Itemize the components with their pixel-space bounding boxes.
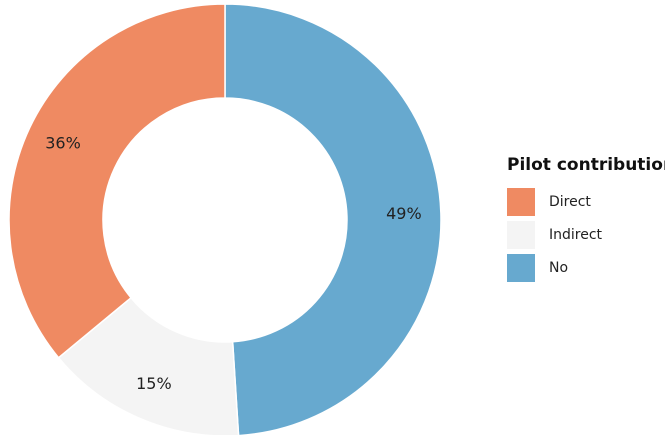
slice-label-direct: 36% xyxy=(45,133,81,152)
legend-item-no: No xyxy=(507,251,662,284)
slice-direct xyxy=(8,3,226,359)
legend-label-indirect: Indirect xyxy=(549,226,603,243)
legend-item-indirect: Indirect xyxy=(507,218,662,251)
legend-title: Pilot contribution xyxy=(507,155,665,175)
legend-swatch-direct xyxy=(507,187,535,216)
slice-label-no: 49% xyxy=(386,204,422,223)
legend-label-no: No xyxy=(549,259,569,276)
legend-swatch-indirect xyxy=(507,220,535,249)
slice-label-indirect: 15% xyxy=(136,374,172,393)
slice-no xyxy=(224,3,442,435)
legend-label-direct: Direct xyxy=(549,193,591,210)
legend-swatch-no xyxy=(507,253,535,282)
donut-svg: 49% 15% 36% xyxy=(8,3,442,435)
legend-item-direct: Direct xyxy=(507,185,662,218)
legend: Pilot contribution Direct Indirect No xyxy=(507,155,665,284)
